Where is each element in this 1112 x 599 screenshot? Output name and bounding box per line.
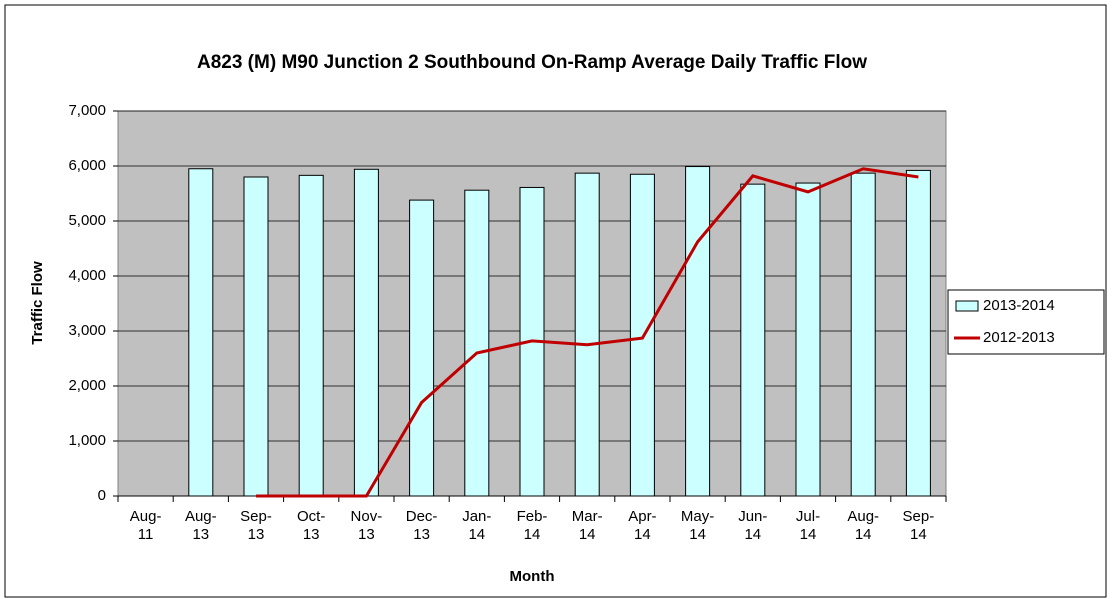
chart-title: A823 (M) M90 Junction 2 Southbound On-Ra… [197, 52, 867, 73]
bar [298, 174, 324, 497]
y-tick-label: 4,000 [68, 267, 106, 284]
y-tick-label: 7,000 [68, 102, 106, 119]
y-tick-label: 5,000 [68, 212, 106, 229]
legend-label: 2012-2013 [983, 329, 1055, 346]
x-tick-label: Apr-14 [628, 508, 657, 543]
legend-swatch [955, 300, 979, 312]
x-tick-label: Mar-14 [571, 508, 603, 543]
bar [574, 172, 600, 497]
bar [353, 168, 379, 497]
x-tick-label: Aug-14 [847, 508, 880, 543]
bar [629, 173, 655, 497]
y-tick-label: 3,000 [68, 322, 106, 339]
bar [905, 169, 931, 497]
x-tick-label: Jul-14 [795, 508, 821, 543]
legend-label: 2013-2014 [983, 297, 1055, 314]
x-tick-label: Jan-14 [462, 508, 492, 543]
x-tick-label: Jun-14 [738, 508, 768, 543]
bar [685, 166, 711, 497]
x-tick-label: Sep-14 [902, 508, 935, 543]
x-tick-label: Aug-11 [129, 508, 162, 543]
x-tick-label: May-14 [680, 508, 715, 543]
bar [850, 172, 876, 497]
bar [795, 182, 821, 497]
bar [243, 176, 269, 497]
y-tick-label: 0 [98, 487, 106, 504]
y-tick-label: 1,000 [68, 432, 106, 449]
x-tick-label: Oct-13 [297, 508, 326, 543]
bar [409, 199, 435, 497]
x-tick-label: Sep-13 [240, 508, 272, 543]
y-tick-label: 6,000 [68, 157, 106, 174]
x-tick-label: Dec-13 [405, 508, 438, 543]
x-tick-label: Nov-13 [350, 508, 383, 543]
y-tick-label: 2,000 [68, 377, 106, 394]
x-axis-label: Month [510, 568, 555, 585]
bar [740, 183, 766, 497]
y-axis-label: Traffic Flow [29, 261, 46, 345]
bar [464, 189, 490, 497]
x-tick-label: Aug-13 [184, 508, 217, 543]
bar [188, 168, 214, 497]
x-tick-label: Feb-14 [516, 508, 548, 543]
line [256, 167, 919, 498]
